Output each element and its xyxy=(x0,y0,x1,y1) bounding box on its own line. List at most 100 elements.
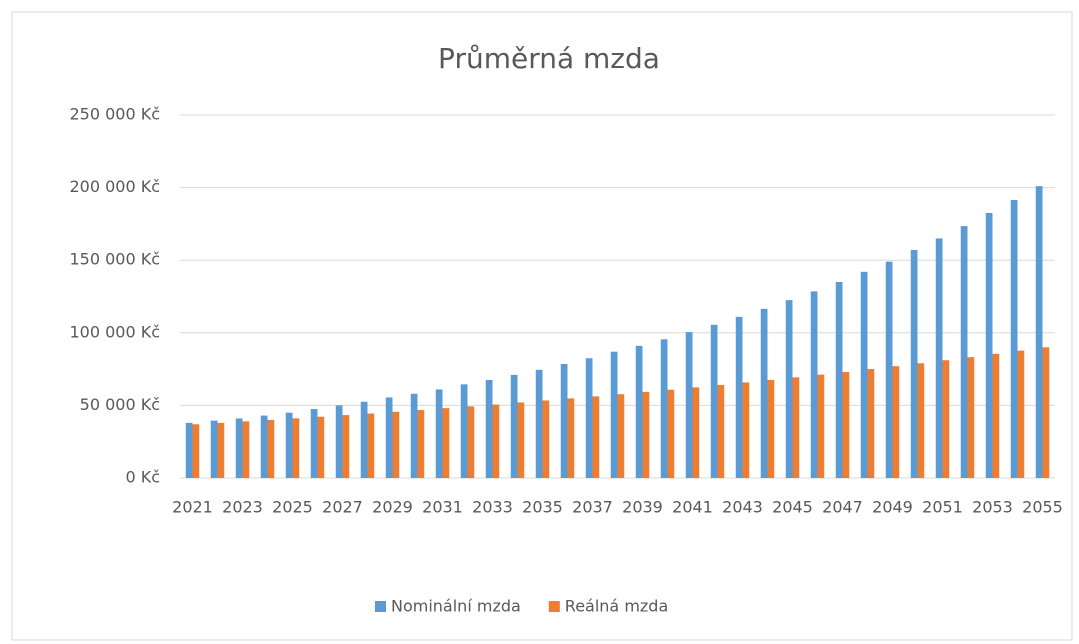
x-tick-label: 2049 xyxy=(872,498,913,517)
bar xyxy=(817,374,825,478)
bar xyxy=(717,384,725,478)
bar xyxy=(242,421,250,478)
bar xyxy=(835,281,843,478)
chart-title: Průměrná mzda xyxy=(438,42,660,75)
bar xyxy=(317,416,325,478)
bar xyxy=(892,366,900,478)
bar xyxy=(667,389,675,478)
bar xyxy=(260,415,268,478)
bar xyxy=(760,308,768,478)
bar xyxy=(360,401,368,478)
bar xyxy=(185,422,193,478)
y-tick-label: 150 000 Kč xyxy=(69,250,160,269)
bar xyxy=(610,351,618,478)
bar xyxy=(860,271,868,478)
x-tick-label: 2035 xyxy=(522,498,563,517)
bar xyxy=(435,389,443,478)
bar xyxy=(935,238,943,478)
bar xyxy=(960,226,968,478)
bar xyxy=(617,394,625,478)
bar xyxy=(660,339,668,478)
bar xyxy=(485,379,493,478)
bar xyxy=(410,393,418,478)
bar xyxy=(592,396,600,478)
bar xyxy=(985,213,993,478)
x-tick-label: 2023 xyxy=(222,498,263,517)
bar xyxy=(567,398,575,478)
bar xyxy=(735,316,743,478)
bar xyxy=(917,363,925,478)
bar xyxy=(235,418,243,478)
x-tick-label: 2045 xyxy=(772,498,813,517)
x-tick-label: 2031 xyxy=(422,498,463,517)
y-tick-label: 250 000 Kč xyxy=(69,105,160,124)
bar xyxy=(492,404,500,478)
bar xyxy=(267,419,275,478)
bar xyxy=(285,412,293,478)
bar xyxy=(867,369,875,478)
bar xyxy=(367,413,375,478)
bar xyxy=(767,379,775,478)
bar xyxy=(342,415,350,478)
legend-swatch xyxy=(375,601,386,612)
x-tick-label: 2043 xyxy=(722,498,763,517)
bar xyxy=(1035,186,1043,478)
bar xyxy=(992,353,1000,478)
bar xyxy=(460,384,468,478)
bar xyxy=(692,387,700,478)
legend-label: Nominální mzda xyxy=(391,597,521,616)
x-tick-label: 2025 xyxy=(272,498,313,517)
y-tick-label: 50 000 Kč xyxy=(80,395,160,414)
bar xyxy=(560,364,568,478)
bar xyxy=(642,391,650,478)
bar xyxy=(785,300,793,478)
x-tick-label: 2029 xyxy=(372,498,413,517)
bar xyxy=(885,261,893,478)
bar xyxy=(292,418,300,478)
bar xyxy=(710,324,718,478)
legend-swatch xyxy=(548,601,560,612)
bar xyxy=(442,408,450,478)
bar xyxy=(467,406,475,478)
y-tick-label: 200 000 Kč xyxy=(69,177,160,196)
bar xyxy=(942,360,950,478)
bar xyxy=(335,405,343,478)
bar xyxy=(910,250,918,478)
bar xyxy=(385,397,393,478)
bar xyxy=(510,374,518,478)
bar xyxy=(967,357,975,478)
bar xyxy=(542,400,550,478)
x-tick-label: 2039 xyxy=(622,498,663,517)
x-tick-label: 2027 xyxy=(322,498,363,517)
bar xyxy=(685,332,693,478)
x-tick-label: 2051 xyxy=(922,498,963,517)
bar xyxy=(210,420,218,478)
bar xyxy=(792,377,800,478)
bar xyxy=(842,372,850,478)
y-tick-label: 100 000 Kč xyxy=(69,322,160,341)
x-tick-label: 2055 xyxy=(1022,498,1063,517)
bar xyxy=(585,358,593,478)
x-tick-label: 2041 xyxy=(672,498,713,517)
bar xyxy=(810,291,818,478)
bar xyxy=(635,345,643,478)
bar xyxy=(392,411,400,478)
x-tick-label: 2047 xyxy=(822,498,863,517)
bar xyxy=(310,409,318,478)
legend-label: Reálná mzda xyxy=(565,597,668,616)
y-tick-label: 0 Kč xyxy=(125,468,160,487)
bar xyxy=(742,382,750,478)
bar xyxy=(417,410,425,478)
bar xyxy=(535,369,543,478)
x-tick-label: 2053 xyxy=(972,498,1013,517)
bar xyxy=(1017,350,1025,478)
chart-frame xyxy=(11,11,1073,641)
bar xyxy=(517,402,525,478)
x-tick-label: 2033 xyxy=(472,498,513,517)
bar xyxy=(1010,199,1018,478)
x-tick-label: 2021 xyxy=(172,498,213,517)
bar xyxy=(217,422,225,478)
x-tick-label: 2037 xyxy=(572,498,613,517)
bar xyxy=(192,424,200,478)
